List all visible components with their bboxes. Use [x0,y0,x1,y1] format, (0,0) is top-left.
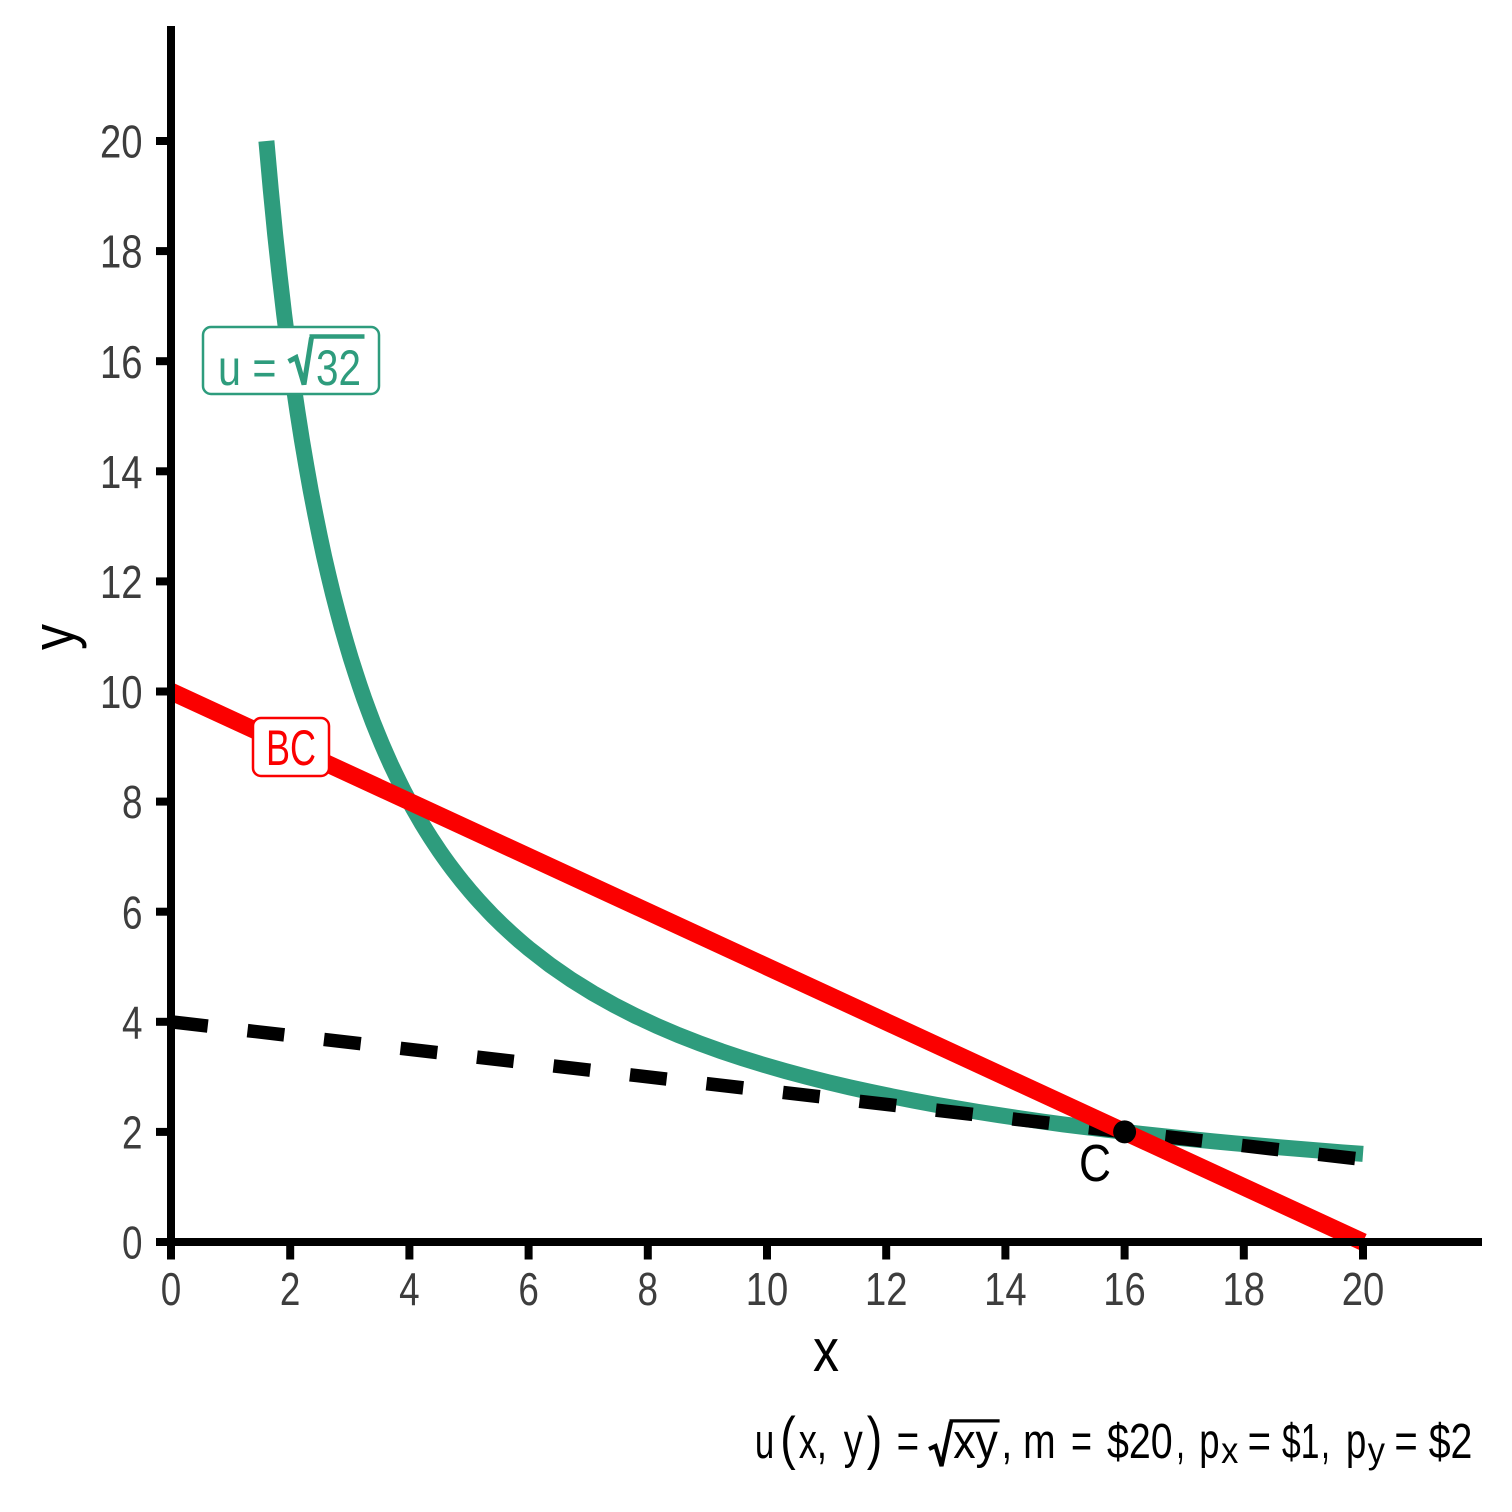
svg-text:0: 0 [161,1263,182,1315]
svg-text:y: y [1368,1430,1386,1471]
svg-text:BC: BC [266,720,316,776]
svg-text:$2: $2 [1429,1415,1473,1469]
svg-text:6: 6 [518,1263,539,1315]
svg-text:4: 4 [122,996,143,1048]
svg-text:20: 20 [100,116,143,168]
svg-text:8: 8 [638,1263,659,1315]
svg-text:, m: , m [1001,1415,1055,1469]
svg-text:C: C [1079,1135,1111,1193]
svg-text:10: 10 [100,666,143,718]
svg-text:14: 14 [100,446,143,498]
svg-text:2: 2 [280,1263,301,1315]
svg-text:16: 16 [1103,1263,1146,1315]
svg-text:2: 2 [122,1107,143,1159]
svg-text:14: 14 [984,1263,1027,1315]
svg-text:y: y [844,1415,863,1469]
svg-text:x: x [1221,1430,1239,1471]
svg-text:18: 18 [100,226,143,278]
svg-text:10: 10 [746,1263,789,1315]
svg-text:(: ( [780,1406,796,1471]
svg-text:4: 4 [399,1263,420,1315]
svg-text:16: 16 [100,336,143,388]
svg-text:32: 32 [316,340,361,396]
svg-text:x: x [813,1317,839,1384]
svg-text:p: p [1346,1415,1366,1469]
svg-text:12: 12 [100,556,143,608]
svg-text:=: = [897,1415,920,1469]
svg-text:20: 20 [1342,1263,1385,1315]
svg-text:y: y [20,624,87,650]
svg-text:18: 18 [1223,1263,1266,1315]
svg-text:,: , [1321,1415,1330,1469]
svg-text:,: , [1176,1415,1185,1469]
svg-text:0: 0 [122,1217,143,1269]
svg-text:8: 8 [122,776,143,828]
svg-text:$20: $20 [1107,1415,1173,1469]
svg-text:u: u [755,1415,774,1469]
svg-text:=: = [1071,1415,1092,1469]
svg-text:x,: x, [799,1415,827,1469]
svg-text:xy: xy [953,1415,998,1469]
svg-text:12: 12 [865,1263,908,1315]
svg-text:6: 6 [122,886,143,938]
svg-text:$1: $1 [1282,1415,1319,1469]
svg-text:): ) [867,1406,883,1471]
svg-text:u =: u = [218,340,288,396]
svg-text:=: = [1248,1415,1271,1469]
svg-text:p: p [1199,1415,1219,1469]
svg-text:=: = [1394,1415,1417,1469]
